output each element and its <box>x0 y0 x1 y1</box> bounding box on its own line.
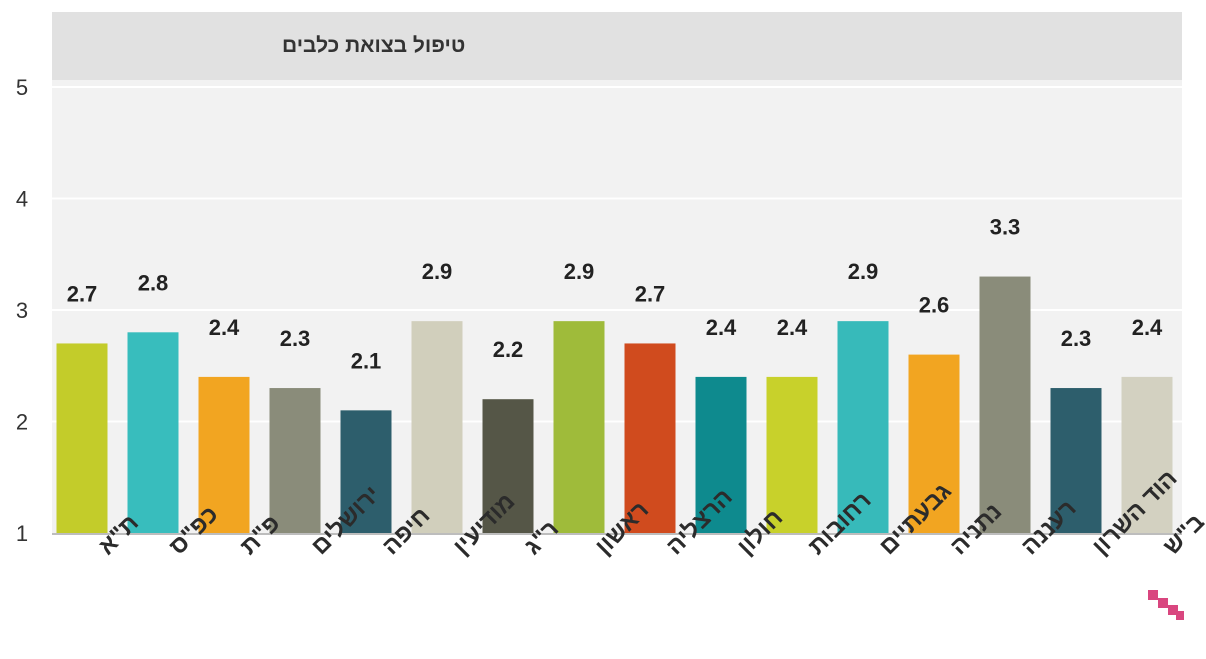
data-label: 2.9 <box>564 259 595 284</box>
bar <box>979 276 1031 533</box>
bar <box>908 354 960 533</box>
bar <box>411 321 463 533</box>
data-label: 2.4 <box>1132 315 1163 340</box>
chart-title-band <box>52 12 1182 80</box>
data-label: 3.3 <box>990 215 1021 240</box>
value-labels: 2.7 2.8 2.4 2.3 2.1 2.9 2.2 2.9 2.7 2.4 2.4 2.9 2.6 3… <box>67 215 1163 374</box>
bar <box>127 332 179 533</box>
y-tick-label: 2 <box>16 410 28 435</box>
y-tick-label: 3 <box>16 298 28 323</box>
y-tick-label: 1 <box>16 521 28 546</box>
data-label: 2.9 <box>848 259 879 284</box>
data-label: 2.1 <box>351 348 382 373</box>
data-label: 2.6 <box>919 293 950 318</box>
bar <box>198 376 250 533</box>
data-label: 2.4 <box>706 315 737 340</box>
data-label: 2.2 <box>493 337 524 362</box>
bar <box>553 321 605 533</box>
bar <box>1050 388 1102 533</box>
bar <box>624 343 676 533</box>
brand-logo <box>1148 590 1184 620</box>
bar <box>837 321 889 533</box>
data-label: 2.4 <box>777 315 808 340</box>
data-label: 2.4 <box>209 315 240 340</box>
bar <box>340 410 392 533</box>
bar <box>269 388 321 533</box>
bars <box>56 276 1173 533</box>
data-label: 2.8 <box>138 270 169 295</box>
data-label: 2.3 <box>1061 326 1092 351</box>
y-tick-label: 5 <box>16 75 28 100</box>
chart-title: טיפול בצואת כלבים <box>282 34 465 57</box>
y-tick-label: 4 <box>16 187 28 212</box>
y-axis: 1 2 3 4 5 <box>16 75 1182 546</box>
bar <box>1121 376 1173 533</box>
data-label: 2.7 <box>67 281 98 306</box>
data-label: 2.9 <box>422 259 453 284</box>
data-label: 2.7 <box>635 281 666 306</box>
bar <box>56 343 108 533</box>
bar <box>695 376 747 533</box>
data-label: 2.3 <box>280 326 311 351</box>
bar <box>482 399 534 533</box>
bar <box>766 376 818 533</box>
